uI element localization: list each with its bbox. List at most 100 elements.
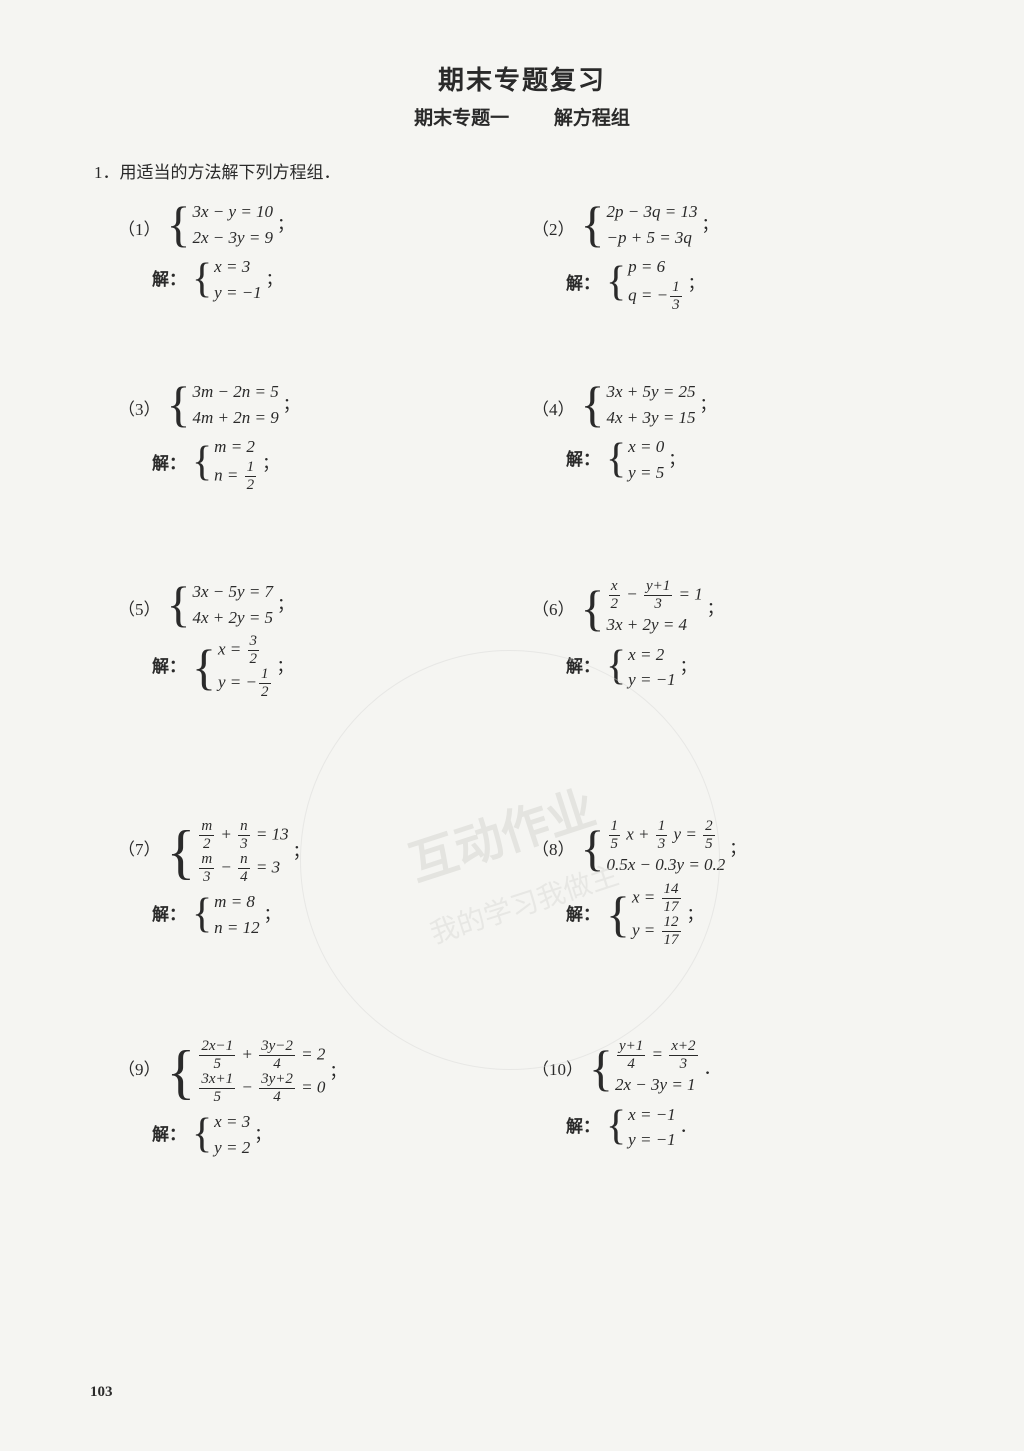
subtitle-right: 解方程组 <box>554 103 630 130</box>
brace-icon: { <box>167 1045 198 1099</box>
answer: x = −1 <box>628 1102 676 1128</box>
brace-icon: { <box>192 444 214 482</box>
semicolon: ； <box>680 654 697 680</box>
semicolon: ； <box>277 592 294 618</box>
answer: y = 5 <box>628 460 664 486</box>
problem-number: （2） <box>532 199 575 243</box>
equation: −p + 5 = 3q <box>607 225 698 251</box>
answer-label: 解： <box>566 1114 600 1140</box>
answer-label: 解： <box>566 271 600 297</box>
equation: 4x + 3y = 15 <box>607 405 696 431</box>
equation: 3x + 5y = 25 <box>607 379 696 405</box>
answer: p = 6 <box>628 254 683 280</box>
answer: x = 1417 <box>632 882 683 915</box>
answer: x = 3 <box>214 254 262 280</box>
equation: x2 − y+13 = 1 <box>607 579 703 612</box>
problem-number: （6） <box>532 579 575 623</box>
equation: 3x − 5y = 7 <box>193 579 274 605</box>
problems-grid: （1） { 3x − y = 10 2x − 3y = 9 ； 解： { x =… <box>90 193 954 1233</box>
problem-9: （9） { 2x−15 + 3y−24 = 2 3x+15 − 3y+24 = … <box>90 1033 522 1233</box>
equation: 4m + 2n = 9 <box>193 405 279 431</box>
answer-label: 解： <box>152 267 186 293</box>
brace-icon: { <box>192 645 218 690</box>
semicolon: ； <box>729 836 746 862</box>
problem-3: （3） { 3m − 2n = 5 4m + 2n = 9 ； 解： { m =… <box>90 373 522 573</box>
answer: y = −1 <box>214 280 262 306</box>
equation: 2x−15 + 3y−24 = 2 <box>197 1039 325 1072</box>
answer: x = 2 <box>628 642 676 668</box>
answer: n = 12 <box>214 460 258 493</box>
answer: q = −13 <box>628 280 683 313</box>
semicolon: ； <box>707 596 724 622</box>
semicolon: ； <box>277 654 294 680</box>
brace-icon: { <box>581 382 607 427</box>
semicolon: ； <box>277 212 294 238</box>
answer-label: 解： <box>152 654 186 680</box>
answer: m = 8 <box>214 889 259 915</box>
answer: y = 2 <box>214 1135 250 1161</box>
equation: 3x + 2y = 4 <box>607 612 703 638</box>
semicolon: ； <box>668 447 685 473</box>
equation: 2p − 3q = 13 <box>607 199 698 225</box>
semicolon: ； <box>701 212 718 238</box>
brace-icon: { <box>192 261 214 299</box>
problem-2: （2） { 2p − 3q = 13 −p + 5 = 3q ； 解： { p … <box>522 193 954 373</box>
equation: 2x − 3y = 9 <box>193 225 274 251</box>
brace-icon: { <box>167 825 198 879</box>
answer-label: 解： <box>152 902 186 928</box>
answer: x = 3 <box>214 1109 250 1135</box>
page-number: 103 <box>90 1384 113 1401</box>
problem-6: （6） { x2 − y+13 = 1 3x + 2y = 4 ； 解： { x… <box>522 573 954 813</box>
problem-number: （1） <box>118 199 161 243</box>
brace-icon: { <box>606 441 628 479</box>
problem-number: （4） <box>532 379 575 423</box>
page-subtitle: 期末专题一 解方程组 <box>90 103 954 130</box>
brace-icon: { <box>581 202 607 247</box>
equation: 15 x + 13 y = 25 <box>607 819 726 852</box>
answer-label: 解： <box>566 447 600 473</box>
semicolon: ； <box>264 902 281 928</box>
answer: y = −1 <box>628 1127 676 1153</box>
brace-icon: { <box>581 586 607 631</box>
answer: m = 2 <box>214 434 258 460</box>
brace-icon: { <box>606 648 628 686</box>
answer: y = −12 <box>218 667 273 700</box>
equation: 0.5x − 0.3y = 0.2 <box>607 852 726 878</box>
brace-icon: { <box>192 1116 214 1154</box>
equation: m2 + n3 = 13 <box>197 819 288 852</box>
semicolon: ； <box>254 1122 271 1148</box>
brace-icon: { <box>167 382 193 427</box>
equation: y+14 = x+23 <box>615 1039 700 1072</box>
answer-label: 解： <box>152 451 186 477</box>
answer: x = 0 <box>628 434 664 460</box>
subtitle-left: 期末专题一 <box>414 103 509 130</box>
brace-icon: { <box>606 264 628 302</box>
equation: 3x − y = 10 <box>193 199 274 225</box>
equation: 3x+15 − 3y+24 = 0 <box>197 1072 325 1105</box>
problem-4: （4） { 3x + 5y = 25 4x + 3y = 15 ； 解： { x… <box>522 373 954 573</box>
problem-5: （5） { 3x − 5y = 7 4x + 2y = 5 ； 解： { x =… <box>90 573 522 813</box>
semicolon: ； <box>266 267 283 293</box>
semicolon: ； <box>688 271 705 297</box>
semicolon: ； <box>700 392 717 418</box>
semicolon: ； <box>293 839 310 865</box>
answer: y = 1217 <box>632 915 683 948</box>
problem-number: （9） <box>118 1039 161 1083</box>
equation: 4x + 2y = 5 <box>193 605 274 631</box>
brace-icon: { <box>192 896 214 934</box>
answer: n = 12 <box>214 915 259 941</box>
problem-1: （1） { 3x − y = 10 2x − 3y = 9 ； 解： { x =… <box>90 193 522 373</box>
problem-8: （8） { 15 x + 13 y = 25 0.5x − 0.3y = 0.2… <box>522 813 954 1033</box>
problem-number: （8） <box>532 819 575 863</box>
answer-label: 解： <box>566 902 600 928</box>
problem-number: （7） <box>118 819 161 863</box>
answer: x = 32 <box>218 634 273 667</box>
answer-label: 解： <box>566 654 600 680</box>
problem-7: （7） { m2 + n3 = 13 m3 − n4 = 3 ； 解： { m … <box>90 813 522 1033</box>
brace-icon: { <box>589 1046 615 1091</box>
period: ． <box>680 1114 697 1140</box>
brace-icon: { <box>581 826 607 871</box>
problem-number: （3） <box>118 379 161 423</box>
semicolon: ； <box>687 902 704 928</box>
brace-icon: { <box>167 202 193 247</box>
